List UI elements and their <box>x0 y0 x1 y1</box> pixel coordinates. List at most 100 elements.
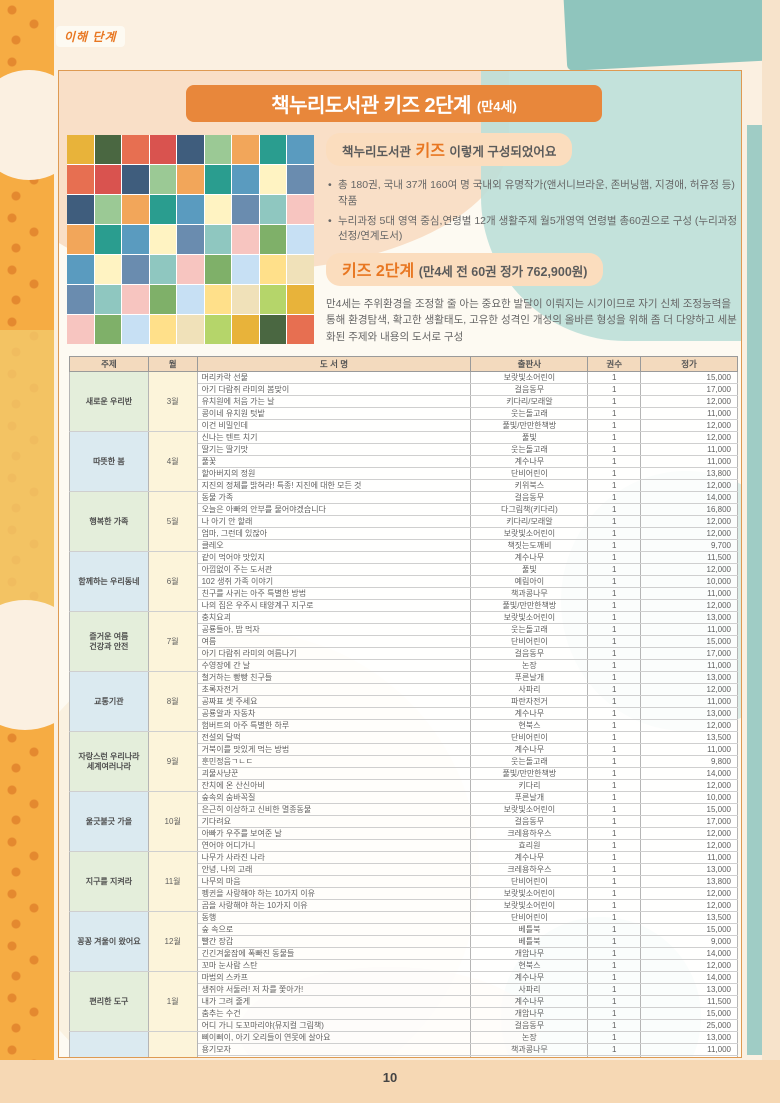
book-row: 아기 다람쥐 라미의 여름나기 걸음동무 1 17,000 <box>70 647 738 660</box>
publisher-cell: 단비어린이 <box>470 467 589 480</box>
book-cover-thumbnail <box>287 225 314 254</box>
qty-cell: 1 <box>587 575 642 588</box>
page-title-suffix: (만4세) <box>476 98 517 114</box>
book-cover-thumbnail <box>67 165 94 194</box>
table-header-row: 주제 월 도 서 명 출판사 권수 정가 <box>69 356 738 372</box>
book-row: 꽁꽁 겨울이 왔어요 12월 동행 단비어린이 1 13,500 <box>69 911 738 972</box>
topic-cell: 함께하는 우리동네 <box>69 551 149 612</box>
book-cover-thumbnail <box>232 135 259 164</box>
publisher-cell: 걸음동무 <box>470 1019 589 1032</box>
book-row: 아낌없이 주는 도서관 풀빛 1 12,000 <box>70 563 738 576</box>
month-cell: 8월 <box>147 671 198 732</box>
book-cover-thumbnail <box>122 165 149 194</box>
price-cell: 9,800 <box>640 755 738 768</box>
price-cell: 11,000 <box>640 1055 738 1057</box>
book-title-cell: 나 아기 안 할래 <box>196 515 472 528</box>
qty-cell: 1 <box>587 923 642 936</box>
book-cover-thumbnail <box>149 255 177 284</box>
book-row: 거북이를 맛있게 먹는 방법 계수나무 1 11,000 <box>70 743 738 756</box>
book-cover-thumbnail <box>177 195 204 224</box>
month-cell: 7월 <box>147 611 198 672</box>
book-title-cell: 괴물사냥꾼 <box>196 767 472 780</box>
qty-cell: 1 <box>587 1043 642 1056</box>
book-row: 지구를 지켜라 11월 나무가 사라진 나라 계수나무 1 11,000 <box>69 851 738 912</box>
book-cover-thumbnail <box>259 165 287 194</box>
price-cell: 13,000 <box>640 863 738 876</box>
price-cell: 15,000 <box>640 371 738 384</box>
qty-cell: 1 <box>587 755 642 768</box>
book-cover-thumbnail <box>149 165 177 194</box>
book-cover-thumbnail <box>67 315 94 344</box>
qty-cell: 1 <box>587 371 642 384</box>
book-title-cell: 은근히 이상하고 신비한 멸종동물 <box>196 803 472 816</box>
book-row: 유치원에 처음 가는 날 키다리/모래알 1 12,000 <box>70 395 738 408</box>
price-cell: 13,000 <box>640 983 738 996</box>
book-title-cell: 공짜표 셋 주세요 <box>196 695 472 708</box>
book-title-cell: 펭귄을 사랑해야 하는 10가지 이유 <box>196 887 472 900</box>
price-cell: 25,000 <box>640 1019 738 1032</box>
qty-cell: 1 <box>587 431 642 444</box>
publisher-cell: 풀빛 <box>470 431 589 444</box>
price-cell: 14,000 <box>640 947 738 960</box>
book-cover-thumbnail <box>177 225 204 254</box>
book-cover-thumbnail <box>67 285 94 314</box>
price-cell: 11,000 <box>640 1043 738 1056</box>
book-title-cell: 나의 집은 우주시 태양계구 지구로 <box>196 599 472 612</box>
book-table-body: 새로운 우리반 3월 머리카락 선물 보랏빛소어린이 1 15,000 아기 다람쥐 라미의… <box>69 371 738 1057</box>
intro-section: 책누리도서관 키즈 이렇게 구성되었어요 총 180권, 국내 37개 160여… <box>326 133 738 249</box>
book-row: 기다려요 걸음동무 1 17,000 <box>70 815 738 828</box>
book-title-cell: 할아버지의 정원 <box>196 467 472 480</box>
book-cover-thumbnail <box>122 195 149 224</box>
qty-cell: 1 <box>587 551 642 564</box>
book-row: 풀꽃 계수나무 1 11,000 <box>70 455 738 468</box>
book-title-cell: 나무의 마음 <box>196 875 472 888</box>
price-cell: 12,000 <box>640 779 738 792</box>
month-cell: 3월 <box>147 371 198 432</box>
qty-cell: 1 <box>587 503 642 516</box>
book-title-cell: 신나는 텐트 치기 <box>196 431 472 444</box>
book-title-cell: 안녕, 나의 고래 <box>196 863 472 876</box>
book-row: 이게 뭐야책속물고기111,000 <box>70 1055 738 1057</box>
book-cover-thumbnail <box>122 285 149 314</box>
col-month: 월 <box>147 356 198 372</box>
book-cover-thumbnail <box>94 255 122 284</box>
book-title-cell: 전설의 달떡 <box>196 731 472 744</box>
book-cover-thumbnail <box>259 195 287 224</box>
price-cell: 11,000 <box>640 695 738 708</box>
price-cell: 11,000 <box>640 407 738 420</box>
intro-bullet: 총 180권, 국내 37개 160여 명 국내외 유명작가(앤서니브라운, 존… <box>328 178 738 210</box>
price-cell: 11,000 <box>640 587 738 600</box>
book-row: 곰을 사랑해야 하는 10가지 이유 보랏빛소어린이 1 12,000 <box>70 899 738 912</box>
book-row: 숲 속으로 베틀북 1 15,000 <box>70 923 738 936</box>
book-title-cell: 엄마, 그런데 있잖아 <box>196 527 472 540</box>
book-row: 이건 비밀인데 풀빛/만만한책방 1 12,000 <box>70 419 738 432</box>
price-cell: 11,500 <box>640 551 738 564</box>
publisher-cell: 개암나무 <box>470 1007 589 1020</box>
publisher-cell: 논장 <box>470 1031 589 1044</box>
publisher-cell: 풀빛/만만한책방 <box>470 419 589 432</box>
content-box: 책누리도서관 키즈 2단계 (만4세) 책누리도서관 키즈 이렇게 구성되었어요… <box>58 70 742 1058</box>
book-title-cell: 빨간 장갑 <box>196 935 472 948</box>
book-cover-thumbnail <box>259 315 287 344</box>
publisher-cell: 현북스 <box>470 959 589 972</box>
book-cover-thumbnail <box>204 255 232 284</box>
publisher-cell: 걸음동무 <box>470 383 589 396</box>
publisher-cell: 책과콩나무 <box>470 1043 589 1056</box>
price-cell: 17,000 <box>640 383 738 396</box>
book-cover-thumbnail <box>149 195 177 224</box>
publisher-cell: 보랏빛소어린이 <box>470 899 589 912</box>
book-row: 울긋불긋 가을 10월 숲속의 숨바꼭질 푸른날개 1 10,000 <box>69 791 738 852</box>
right-edge-strip <box>762 0 780 1103</box>
book-title-cell: 험버트의 아주 특별한 하루 <box>196 719 472 732</box>
intro-bullet: 누리과정 5대 영역 중심,연령별 12개 생활주제 월5개영역 연령별 총60… <box>328 214 738 246</box>
qty-cell: 1 <box>587 779 642 792</box>
month-cell: 10월 <box>147 791 198 852</box>
book-title-cell: 클레오 <box>196 539 472 552</box>
topic-cell: 자랑스런 우리나라 세계여러나라 <box>69 731 149 792</box>
book-cover-thumbnail <box>232 195 259 224</box>
intro-heading-badge: 책누리도서관 키즈 이렇게 구성되었어요 <box>326 133 573 166</box>
book-row: 용기모자 책과콩나무 1 11,000 <box>70 1043 738 1056</box>
right-teal-band <box>747 125 762 1055</box>
topic-cell: 행복한 가족 <box>69 491 149 552</box>
